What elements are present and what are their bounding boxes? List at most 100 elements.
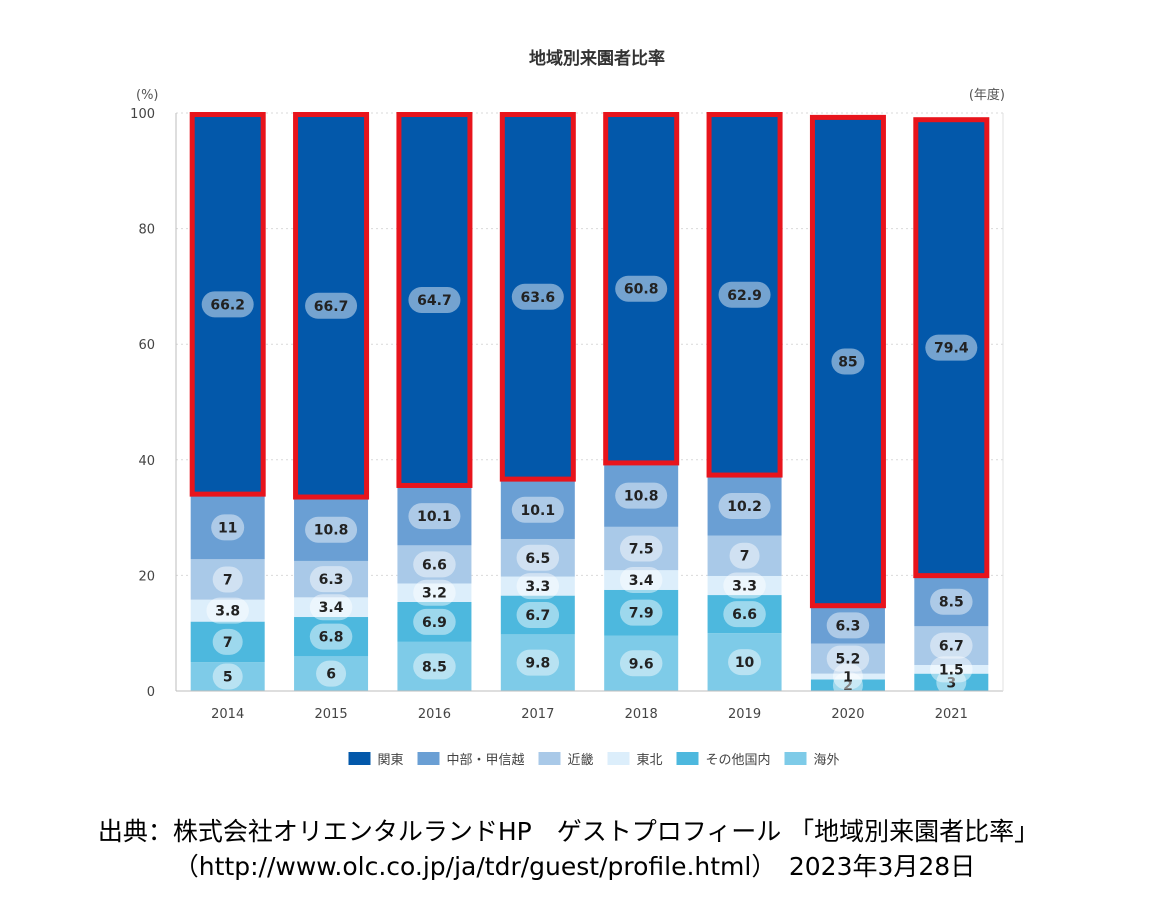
x-tick-label: 2020 — [831, 707, 864, 722]
data-label-bg — [615, 275, 668, 302]
data-label-bg — [413, 608, 456, 635]
highlight-outlines — [189, 112, 990, 609]
data-label: 6.8 — [319, 630, 344, 646]
data-label-bg — [201, 291, 254, 318]
bar-segment — [294, 498, 369, 561]
data-label-bg — [413, 551, 456, 578]
data-label: 3.4 — [319, 600, 344, 616]
data-label-bg — [516, 649, 560, 676]
chart: 地域別来園者比率 (%) (年度) 5 7 3.8 7 11 66.2 6 6.8 3.4 6.3… — [130, 48, 1005, 768]
data-label: 6.6 — [422, 557, 447, 573]
source-url-date: （http://www.olc.co.jp/ja/tdr/guest/profi… — [173, 852, 976, 881]
data-label: 7.9 — [629, 606, 654, 622]
data-label: 2 — [843, 678, 853, 694]
data-label: 64.7 — [417, 293, 452, 309]
bar-segment — [707, 595, 782, 634]
data-label-bg — [930, 656, 973, 683]
data-label-bg — [516, 573, 560, 600]
x-tick-label: 2016 — [418, 707, 451, 722]
data-label-bg — [826, 645, 870, 672]
bar-segment — [810, 115, 885, 608]
bar-segment — [500, 113, 575, 481]
data-label: 66.7 — [314, 299, 349, 315]
legend-swatch — [348, 752, 371, 765]
data-label: 8.5 — [422, 659, 447, 675]
bar-segment — [707, 633, 782, 691]
axes: 0 20 40 60 80 100 2014 2015 2016 2017 2018 2019 2020… — [130, 107, 1004, 722]
bar-segment — [500, 576, 575, 596]
highlight-outline — [913, 117, 990, 579]
data-label: 3.3 — [732, 579, 757, 595]
y-tick-label: 40 — [138, 454, 155, 469]
legend-swatch — [676, 752, 699, 765]
bar-segment — [397, 601, 472, 642]
bar-segment — [914, 664, 989, 674]
data-label-bg — [936, 669, 967, 696]
bar-segment — [810, 607, 885, 644]
y-tick-label: 20 — [138, 569, 155, 584]
x-tick-label: 2017 — [521, 707, 554, 722]
y-tick-label: 80 — [138, 223, 155, 238]
data-label-bg — [619, 535, 663, 562]
data-labels: 5 7 3.8 7 11 66.2 6 6.8 3.4 6.3 10.8 66.7 8.5 6.9 3.2 6… — [201, 275, 978, 699]
data-label: 9.8 — [525, 656, 550, 672]
data-label: 10 — [735, 655, 755, 671]
bar-segment — [707, 535, 782, 576]
data-label-bg — [729, 542, 760, 569]
data-label: 10.1 — [417, 509, 452, 525]
data-label-bg — [619, 567, 663, 594]
data-label-bg — [832, 672, 863, 699]
data-label-bg — [206, 597, 249, 624]
data-label-bg — [511, 496, 564, 523]
bar-segment — [190, 495, 265, 560]
bar-segment — [707, 575, 782, 596]
data-label-bg — [309, 566, 353, 593]
data-label-bg — [316, 660, 347, 687]
highlight-outline — [706, 112, 783, 478]
data-label-bg — [309, 623, 353, 650]
chart-title: 地域別来園者比率 — [529, 48, 665, 69]
data-label: 5 — [223, 670, 233, 686]
data-label: 85 — [838, 355, 857, 371]
data-label-bg — [832, 663, 863, 690]
data-label-bg — [511, 283, 564, 310]
highlight-outline — [809, 114, 886, 609]
bar-segment — [397, 486, 472, 546]
data-label-bg — [516, 544, 560, 571]
data-label-bg — [516, 601, 560, 628]
bar-segment — [810, 679, 885, 691]
legend-swatch — [784, 752, 807, 765]
bar-segment — [604, 570, 679, 590]
data-label-bg — [718, 493, 771, 520]
legend-label: 海外 — [814, 753, 840, 768]
data-label-bg — [826, 612, 870, 639]
legend-label: 東北 — [637, 752, 663, 768]
data-label: 7.5 — [629, 542, 654, 558]
data-label-bg — [718, 281, 771, 308]
data-label-bg — [728, 649, 762, 676]
data-label-bg — [619, 599, 663, 626]
legend-label: 近畿 — [568, 753, 594, 768]
bar-segment — [294, 656, 369, 691]
data-label: 8.5 — [939, 595, 964, 611]
bar-segment — [604, 589, 679, 636]
highlight-outline — [396, 112, 473, 488]
data-label: 6.9 — [422, 615, 447, 631]
data-label: 10.2 — [727, 499, 762, 515]
data-label: 7 — [740, 549, 750, 565]
source-caption: 出典：株式会社オリエンタルランドHP ゲストプロフィール 「地域別来園者比率」 — [97, 817, 1040, 846]
bar-segment — [914, 626, 989, 665]
y-axis-unit: (%) — [136, 88, 159, 103]
data-label-bg — [930, 588, 973, 615]
data-label: 7 — [223, 635, 233, 651]
bar-segment — [190, 599, 265, 622]
data-label: 10.8 — [624, 489, 659, 505]
bar-segment — [294, 617, 369, 657]
legend: 関東 中部・甲信越 近畿 東北 その他国内 海外 — [348, 752, 840, 768]
data-label-bg — [212, 663, 243, 690]
data-label-bg — [305, 292, 358, 319]
data-label-bg — [408, 503, 461, 530]
x-axis-unit: (年度) — [969, 87, 1005, 103]
data-label-bg — [305, 516, 358, 543]
data-label: 63.6 — [521, 290, 556, 306]
